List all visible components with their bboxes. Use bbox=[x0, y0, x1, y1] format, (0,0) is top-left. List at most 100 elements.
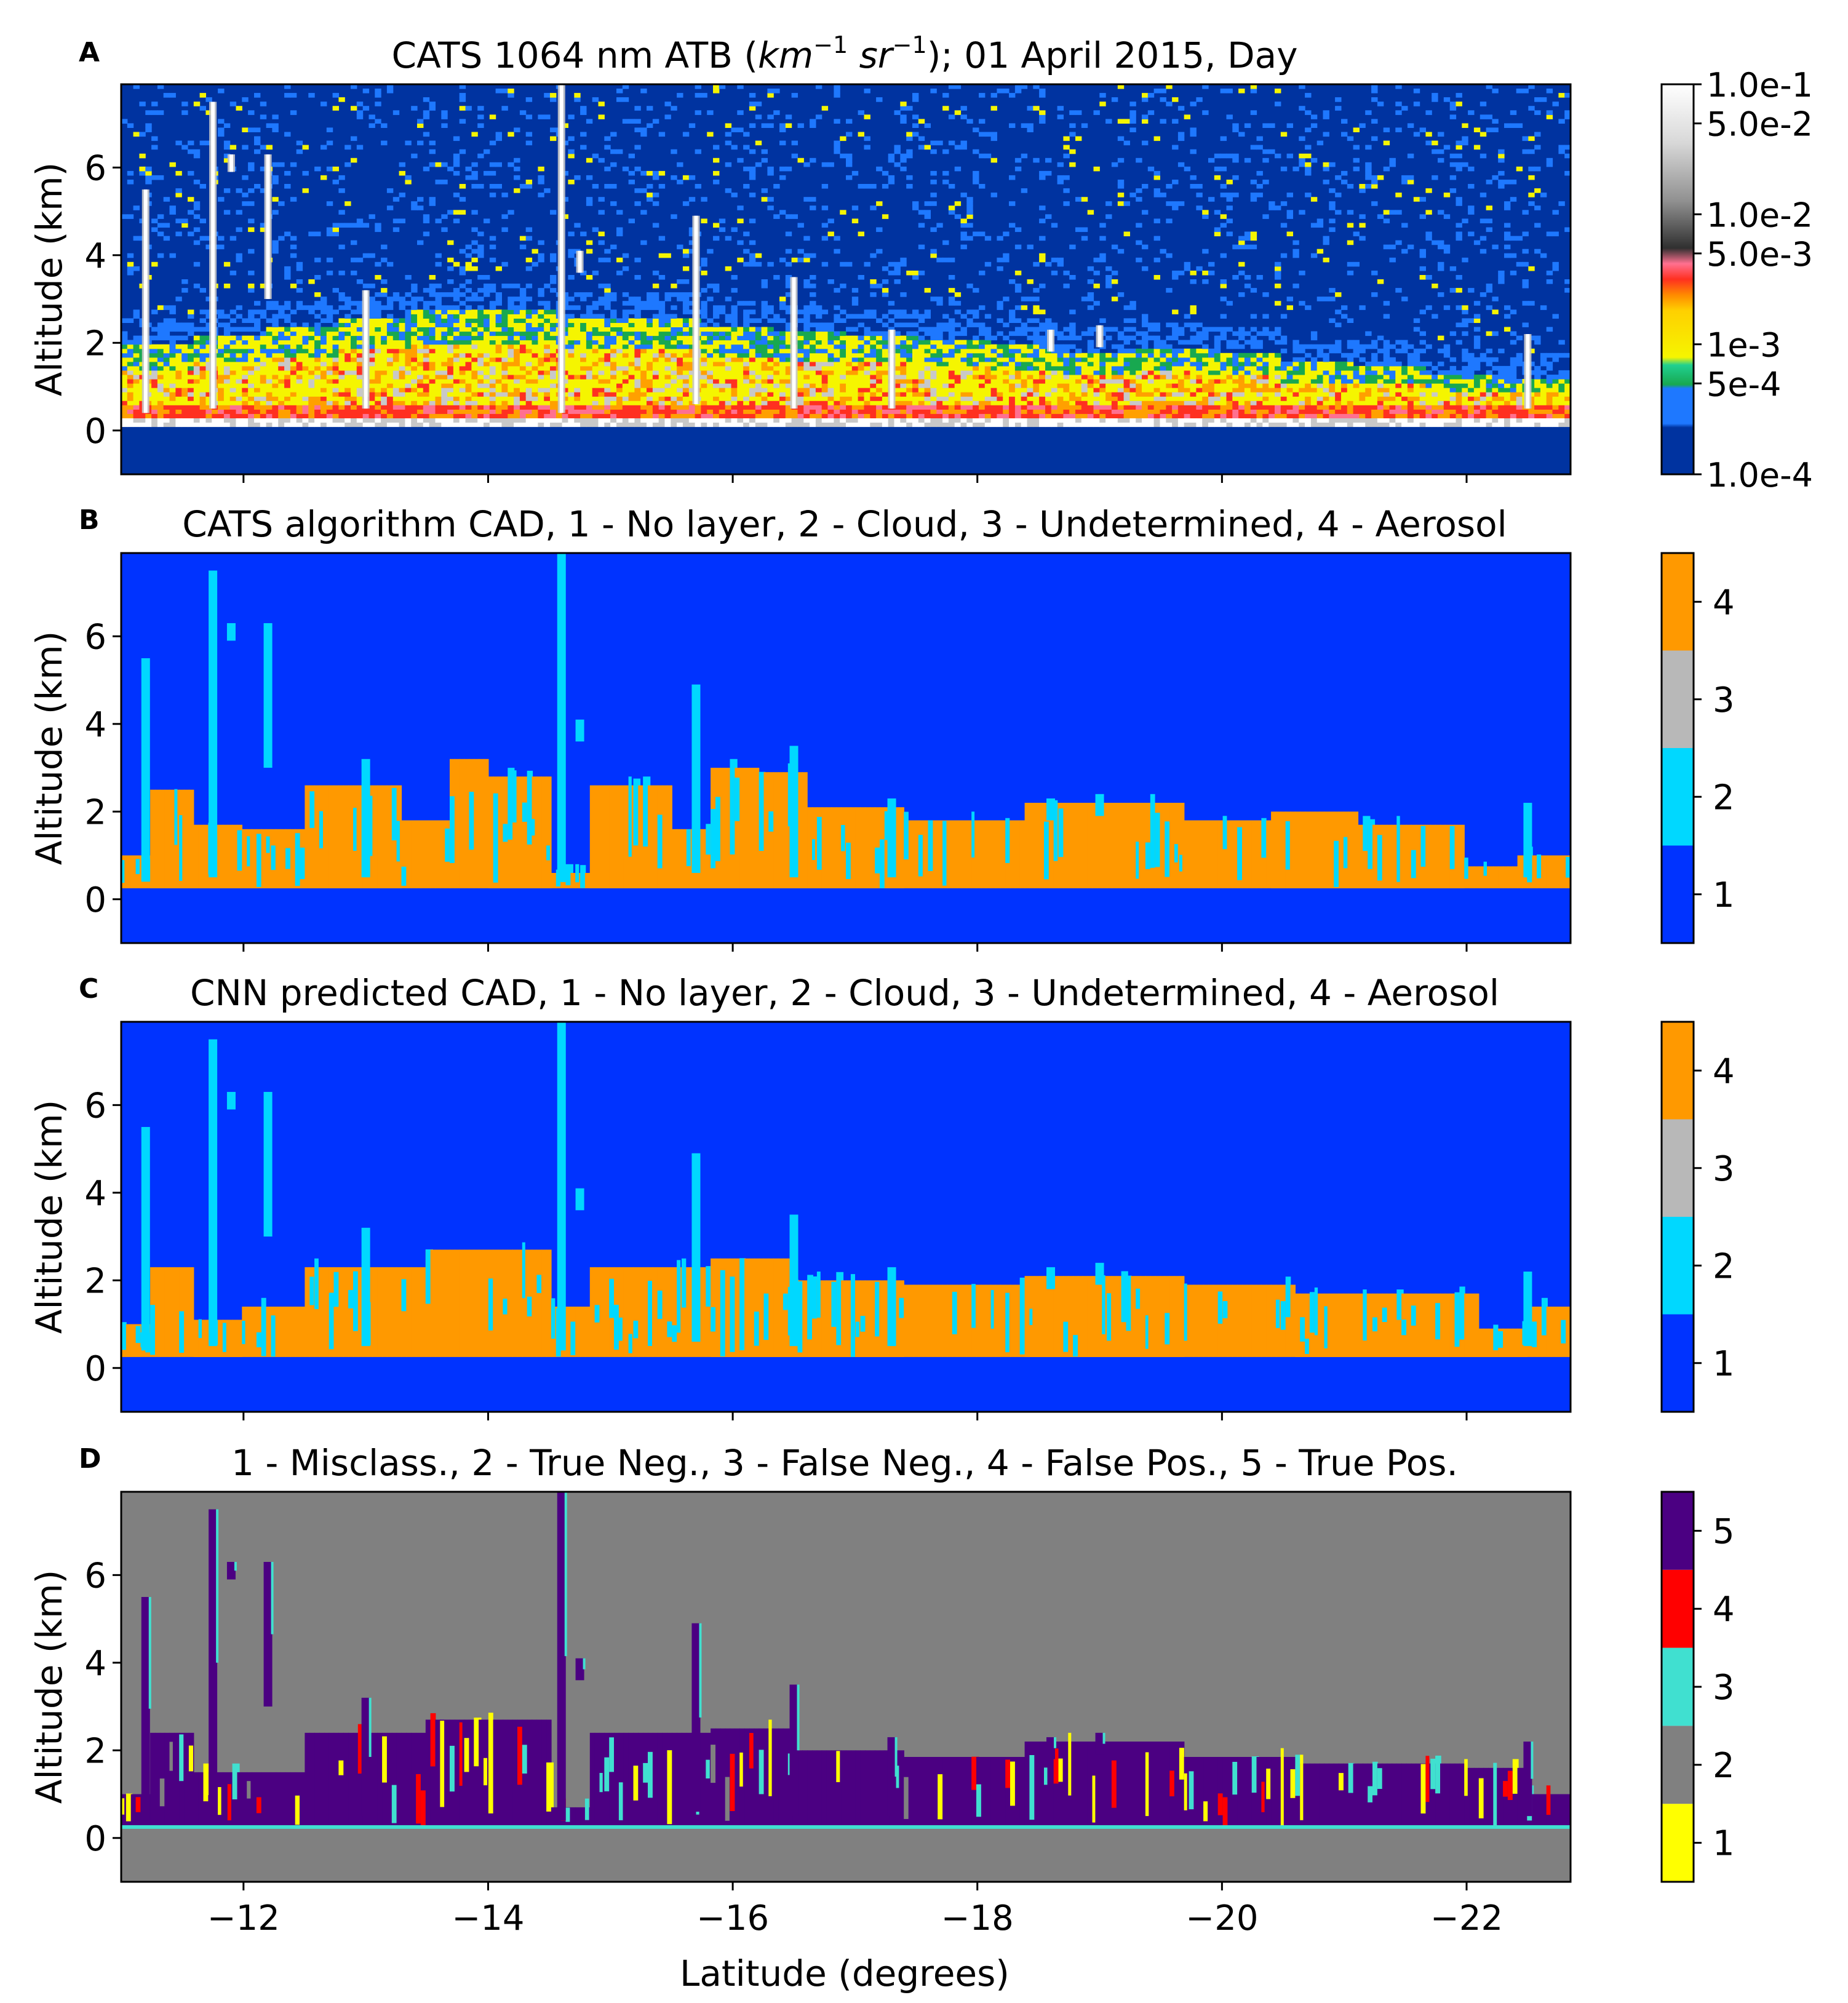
heatmap-cell bbox=[876, 361, 883, 367]
heatmap-cell bbox=[465, 314, 472, 319]
heatmap-cell bbox=[973, 383, 979, 388]
heatmap-cell bbox=[658, 335, 666, 341]
heatmap-cell bbox=[918, 136, 925, 141]
heatmap-cell bbox=[719, 388, 726, 392]
heatmap-cell bbox=[151, 102, 158, 106]
heatmap-cell bbox=[900, 153, 907, 159]
heatmap-cell bbox=[997, 301, 1003, 306]
heatmap-cell bbox=[544, 344, 551, 349]
heatmap-cell bbox=[205, 422, 212, 428]
heatmap-cell bbox=[550, 127, 557, 132]
heatmap-cell bbox=[199, 405, 206, 410]
heatmap-cell bbox=[133, 365, 140, 371]
heatmap-cell bbox=[888, 180, 895, 185]
heatmap-cell bbox=[604, 284, 611, 289]
heatmap-cell bbox=[948, 331, 955, 336]
heatmap-cell bbox=[918, 327, 925, 332]
heatmap-cell bbox=[574, 375, 581, 380]
heatmap-cell bbox=[392, 322, 400, 327]
heatmap-cell bbox=[827, 335, 834, 341]
heatmap-cell bbox=[151, 370, 158, 375]
heatmap-cell bbox=[984, 379, 992, 384]
heatmap-cell bbox=[815, 348, 822, 354]
heatmap-cell bbox=[260, 344, 267, 349]
heatmap-cell bbox=[622, 365, 629, 371]
heatmap-cell bbox=[423, 322, 430, 327]
heatmap-cell bbox=[568, 418, 575, 423]
heatmap-cell bbox=[834, 288, 840, 293]
heatmap-cell bbox=[876, 335, 883, 341]
heatmap-cell bbox=[538, 292, 544, 297]
heatmap-cell bbox=[743, 383, 750, 388]
heatmap-cell bbox=[411, 409, 418, 414]
heatmap-cell bbox=[157, 365, 164, 371]
heatmap-cell bbox=[671, 383, 677, 388]
heatmap-cell bbox=[682, 309, 690, 314]
heatmap-cell bbox=[785, 292, 792, 297]
heatmap-cell bbox=[984, 348, 992, 354]
heatmap-cell bbox=[761, 375, 768, 380]
heatmap-cell bbox=[834, 335, 840, 341]
heatmap-cell bbox=[218, 352, 225, 358]
heatmap-cell bbox=[815, 370, 822, 375]
heatmap-cell bbox=[199, 340, 206, 345]
heatmap-cell bbox=[652, 297, 659, 301]
heatmap-cell bbox=[574, 344, 581, 349]
heatmap-cell bbox=[658, 409, 666, 414]
heatmap-cell bbox=[797, 318, 804, 323]
heatmap-cell bbox=[133, 361, 140, 367]
heatmap-cell bbox=[272, 210, 279, 215]
heatmap-cell bbox=[628, 405, 635, 410]
heatmap-cell bbox=[658, 413, 666, 418]
heatmap-cell bbox=[592, 388, 599, 392]
heatmap-cell bbox=[284, 184, 291, 189]
heatmap-cell bbox=[519, 314, 527, 319]
heatmap-cell bbox=[882, 214, 889, 219]
heatmap-cell bbox=[368, 318, 375, 323]
heatmap-cell bbox=[725, 327, 732, 332]
heatmap-cell bbox=[900, 396, 907, 401]
heatmap-cell bbox=[272, 418, 279, 423]
heatmap-cell bbox=[181, 396, 188, 401]
heatmap-cell bbox=[749, 361, 756, 367]
heatmap-cell bbox=[966, 214, 973, 219]
heatmap-cell bbox=[441, 110, 448, 115]
heatmap-cell bbox=[417, 344, 424, 349]
heatmap-cell bbox=[236, 396, 242, 401]
heatmap-cell bbox=[441, 352, 448, 358]
heatmap-cell bbox=[870, 383, 877, 388]
heatmap-cell bbox=[671, 379, 677, 384]
heatmap-cell bbox=[966, 344, 973, 349]
heatmap-cell bbox=[290, 284, 297, 289]
heatmap-cell bbox=[484, 388, 490, 392]
heatmap-cell bbox=[525, 405, 533, 410]
heatmap-cell bbox=[218, 244, 225, 250]
heatmap-cell bbox=[538, 253, 544, 258]
heatmap-cell bbox=[918, 348, 925, 354]
heatmap-cell bbox=[568, 340, 575, 345]
heatmap-cell bbox=[671, 413, 677, 418]
heatmap-cell bbox=[664, 114, 671, 119]
heatmap-cell bbox=[815, 375, 822, 380]
heatmap-cell bbox=[248, 352, 255, 358]
heatmap-cell bbox=[308, 379, 315, 384]
heatmap-cell bbox=[254, 370, 261, 375]
heatmap-cell bbox=[495, 379, 502, 384]
heatmap-cell bbox=[1009, 309, 1016, 314]
heatmap-cell bbox=[508, 210, 514, 215]
heatmap-cell bbox=[634, 314, 641, 319]
heatmap-cell bbox=[568, 149, 575, 154]
heatmap-cell bbox=[175, 218, 182, 223]
heatmap-cell bbox=[368, 413, 375, 418]
heatmap-cell bbox=[429, 106, 436, 111]
heatmap-cell bbox=[345, 365, 351, 371]
heatmap-cell bbox=[381, 244, 388, 250]
heatmap-cell bbox=[755, 261, 762, 267]
heatmap-cell bbox=[338, 97, 345, 102]
heatmap-cell bbox=[145, 170, 152, 176]
heatmap-cell bbox=[484, 422, 490, 428]
heatmap-cell bbox=[755, 375, 762, 380]
heatmap-cell bbox=[121, 357, 128, 362]
heatmap-cell bbox=[677, 418, 683, 423]
heatmap-cell bbox=[719, 392, 726, 397]
